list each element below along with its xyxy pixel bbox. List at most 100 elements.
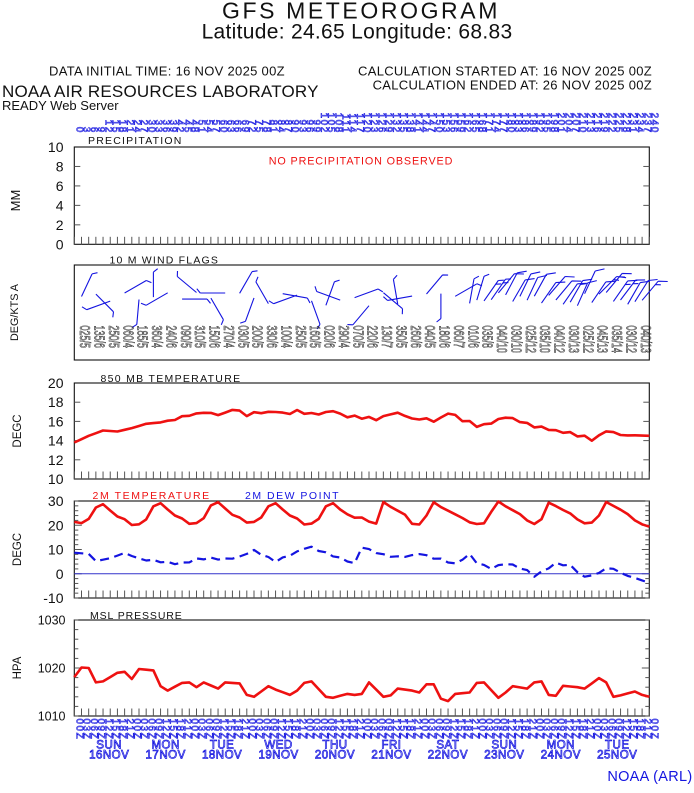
svg-text:03Z: 03Z bbox=[598, 719, 609, 741]
svg-text:84: 84 bbox=[275, 120, 286, 134]
svg-text:210: 210 bbox=[577, 113, 588, 134]
svg-text:040/5: 040/5 bbox=[422, 326, 439, 349]
svg-text:78: 78 bbox=[260, 120, 271, 134]
svg-text:12Z: 12Z bbox=[332, 719, 343, 741]
svg-text:18Z: 18Z bbox=[519, 719, 530, 741]
svg-text:030/12: 030/12 bbox=[623, 326, 640, 354]
svg-text:Latitude: 24.65 Longitude: 68: Latitude: 24.65 Longitude: 68.83 bbox=[202, 21, 513, 44]
svg-text:SAT: SAT bbox=[436, 740, 459, 752]
svg-text:141: 141 bbox=[411, 113, 422, 134]
svg-text:090/5: 090/5 bbox=[177, 326, 194, 349]
svg-text:06Z: 06Z bbox=[88, 719, 99, 741]
svg-text:231: 231 bbox=[627, 113, 638, 134]
svg-text:237: 237 bbox=[641, 113, 652, 134]
svg-text:90: 90 bbox=[289, 120, 300, 134]
svg-text:120: 120 bbox=[361, 113, 372, 134]
svg-text:81: 81 bbox=[268, 120, 279, 134]
svg-text:48: 48 bbox=[189, 120, 200, 134]
svg-text:045/13: 045/13 bbox=[594, 326, 611, 354]
svg-text:0: 0 bbox=[74, 127, 85, 134]
svg-text:00Z: 00Z bbox=[649, 719, 660, 741]
svg-text:FRI: FRI bbox=[381, 740, 401, 752]
svg-text:010/6: 010/6 bbox=[465, 326, 482, 349]
svg-text:105: 105 bbox=[325, 113, 336, 134]
svg-text:33: 33 bbox=[153, 120, 164, 134]
svg-text:09Z: 09Z bbox=[268, 719, 279, 741]
svg-text:260/6: 260/6 bbox=[407, 326, 424, 349]
svg-text:185/5: 185/5 bbox=[134, 326, 151, 349]
svg-text:00Z: 00Z bbox=[534, 719, 545, 741]
svg-text:21: 21 bbox=[124, 120, 135, 134]
svg-text:18: 18 bbox=[48, 394, 64, 410]
svg-text:160/5: 160/5 bbox=[307, 326, 324, 349]
svg-text:SUN: SUN bbox=[491, 740, 517, 752]
svg-text:39: 39 bbox=[167, 120, 178, 134]
svg-text:00Z: 00Z bbox=[361, 719, 372, 741]
svg-text:20: 20 bbox=[48, 375, 64, 391]
svg-text:135: 135 bbox=[397, 113, 408, 134]
svg-text:040/10: 040/10 bbox=[494, 326, 511, 354]
svg-text:6: 6 bbox=[88, 127, 99, 134]
svg-text:27: 27 bbox=[138, 120, 149, 134]
svg-text:72: 72 bbox=[246, 120, 257, 134]
svg-text:350/5: 350/5 bbox=[393, 326, 410, 349]
svg-text:290/4: 290/4 bbox=[335, 326, 352, 349]
svg-text:10: 10 bbox=[48, 471, 64, 487]
svg-text:132: 132 bbox=[390, 113, 401, 134]
svg-text:12Z: 12Z bbox=[160, 719, 171, 741]
svg-text:180: 180 bbox=[505, 113, 516, 134]
svg-text:NO PRECIPITATION OBSERVED: NO PRECIPITATION OBSERVED bbox=[269, 156, 453, 168]
svg-text:09Z: 09Z bbox=[498, 719, 509, 741]
svg-text:171: 171 bbox=[483, 113, 494, 134]
svg-text:1020: 1020 bbox=[38, 662, 66, 676]
svg-text:READY Web Server: READY Web Server bbox=[2, 98, 119, 113]
svg-text:99: 99 bbox=[311, 120, 322, 134]
svg-text:42: 42 bbox=[174, 120, 185, 134]
svg-text:8: 8 bbox=[56, 159, 64, 175]
svg-text:147: 147 bbox=[426, 113, 437, 134]
svg-text:0: 0 bbox=[56, 566, 64, 582]
svg-text:19NOV: 19NOV bbox=[258, 750, 298, 762]
svg-text:00Z: 00Z bbox=[189, 719, 200, 741]
svg-text:180/6: 180/6 bbox=[436, 326, 453, 349]
svg-text:21NOV: 21NOV bbox=[371, 750, 411, 762]
svg-text:15: 15 bbox=[109, 120, 120, 134]
svg-text:06Z: 06Z bbox=[433, 719, 444, 741]
svg-text:10: 10 bbox=[48, 542, 64, 558]
svg-text:18Z: 18Z bbox=[347, 719, 358, 741]
svg-text:30: 30 bbox=[145, 120, 156, 134]
svg-text:216: 216 bbox=[591, 113, 602, 134]
svg-text:240/6: 240/6 bbox=[163, 326, 180, 349]
svg-text:06Z: 06Z bbox=[375, 719, 386, 741]
svg-text:30: 30 bbox=[48, 493, 64, 509]
svg-text:09Z: 09Z bbox=[210, 719, 221, 741]
svg-text:225: 225 bbox=[613, 113, 624, 134]
svg-text:09Z: 09Z bbox=[153, 719, 164, 741]
svg-text:186: 186 bbox=[519, 113, 530, 134]
svg-text:108: 108 bbox=[332, 113, 343, 134]
svg-text:195: 195 bbox=[541, 113, 552, 134]
svg-text:174: 174 bbox=[490, 113, 501, 134]
svg-text:228: 228 bbox=[620, 113, 631, 134]
svg-text:360/4: 360/4 bbox=[149, 326, 166, 349]
svg-text:18Z: 18Z bbox=[117, 719, 128, 741]
svg-text:220/6: 220/6 bbox=[364, 326, 381, 349]
svg-text:09Z: 09Z bbox=[555, 719, 566, 741]
svg-text:0: 0 bbox=[56, 236, 64, 252]
svg-text:18Z: 18Z bbox=[577, 719, 588, 741]
svg-text:12: 12 bbox=[48, 452, 64, 468]
svg-text:22NOV: 22NOV bbox=[428, 750, 468, 762]
svg-text:035/14: 035/14 bbox=[609, 326, 626, 354]
svg-text:15Z: 15Z bbox=[167, 719, 178, 741]
svg-text:030/5: 030/5 bbox=[235, 326, 252, 349]
svg-text:219: 219 bbox=[598, 113, 609, 134]
svg-text:135/6: 135/6 bbox=[91, 326, 108, 349]
svg-text:102: 102 bbox=[318, 113, 329, 134]
svg-text:69: 69 bbox=[239, 120, 250, 134]
svg-text:75: 75 bbox=[253, 120, 264, 134]
svg-text:130/7: 130/7 bbox=[379, 326, 396, 349]
svg-text:DEG/KTS A: DEG/KTS A bbox=[9, 283, 21, 341]
svg-text:1030: 1030 bbox=[38, 614, 66, 628]
svg-text:14: 14 bbox=[48, 433, 64, 449]
svg-text:213: 213 bbox=[584, 113, 595, 134]
